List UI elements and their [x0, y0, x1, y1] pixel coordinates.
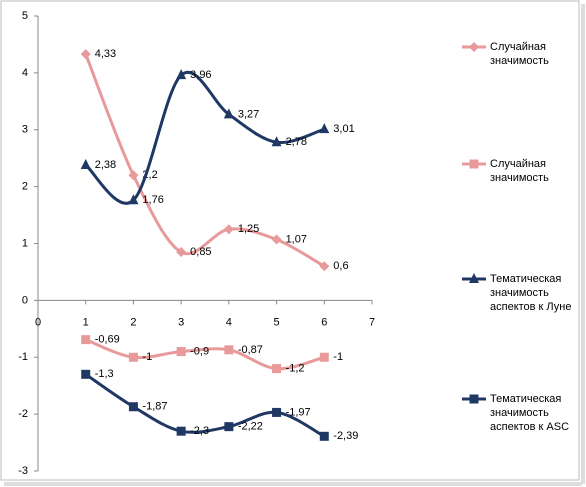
legend-label: Случайная значимость [490, 158, 549, 184]
legend-entry: Тематическая значимость аспектов к ASC [460, 392, 580, 434]
data-label: 3,01 [333, 123, 354, 135]
data-label: 4,33 [95, 48, 116, 60]
point [223, 108, 234, 119]
y-tick-label: -1 [18, 351, 28, 363]
point [128, 352, 138, 362]
data-label: 3,27 [238, 108, 259, 120]
point [319, 261, 330, 272]
legend-marker [469, 273, 479, 283]
data-label: 0,85 [190, 246, 211, 258]
data-label: -2,39 [333, 430, 358, 442]
point [128, 170, 139, 181]
point [176, 426, 186, 436]
data-label: -2,22 [238, 421, 263, 433]
x-tick-label: 4 [226, 316, 232, 328]
point [224, 422, 234, 432]
x-tick-label: 1 [83, 316, 89, 328]
point [319, 431, 329, 441]
point [272, 364, 282, 374]
data-label: -1,97 [286, 406, 311, 418]
y-tick-label: 2 [22, 181, 28, 193]
x-tick-label: 5 [274, 316, 280, 328]
y-tick-label: 0 [22, 294, 28, 306]
legend-entry: Случайная значимость [460, 157, 580, 185]
point [81, 335, 91, 345]
data-label: 2,78 [286, 136, 307, 148]
data-label: -1 [142, 351, 152, 363]
shadow [581, 4, 585, 484]
y-tick-label: 4 [22, 67, 28, 79]
x-tick-label: 0 [35, 316, 41, 328]
legend-label: Тематическая значимость аспектов к ASC [490, 393, 570, 433]
x-tick-label: 3 [178, 316, 184, 328]
y-tick-label: 3 [22, 124, 28, 136]
legend-marker [469, 42, 479, 52]
y-tick-label: -2 [18, 408, 28, 420]
point [128, 402, 138, 412]
x-tick-label: 6 [321, 316, 327, 328]
y-tick-label: 5 [22, 10, 28, 22]
data-label: 1,07 [286, 233, 307, 245]
x-tick-label: 2 [130, 316, 136, 328]
point [271, 136, 282, 147]
point [176, 69, 187, 80]
point [80, 159, 91, 170]
data-label: -0,87 [238, 344, 263, 356]
data-label: 3,96 [190, 69, 211, 81]
legend-entry: Случайная значимость [460, 40, 580, 68]
legend-label: Тематическая значимость аспектов к Луне [490, 273, 572, 313]
point [319, 352, 329, 362]
data-label: -0,69 [95, 334, 120, 346]
point [223, 224, 234, 235]
legend-label: Случайная значимость [490, 41, 549, 67]
legend-marker [469, 394, 479, 404]
data-label: -1,2 [286, 363, 305, 375]
data-label: 1,76 [142, 194, 163, 206]
legend-entry: Тематическая значимость аспектов к Луне [460, 272, 580, 314]
point [319, 123, 330, 134]
point [128, 194, 139, 205]
legend-marker [469, 159, 479, 169]
point [176, 247, 187, 258]
data-label: -2,3 [190, 425, 209, 437]
data-label: -1,87 [142, 401, 167, 413]
y-tick-label: 1 [22, 237, 28, 249]
point [271, 234, 282, 245]
y-tick-label: -3 [18, 465, 28, 477]
data-label: 0,6 [333, 260, 348, 272]
data-label: -1,3 [95, 368, 114, 380]
x-tick-label: 7 [369, 316, 375, 328]
point [224, 345, 234, 355]
shadow [4, 482, 582, 486]
point [81, 369, 91, 379]
data-label: 2,38 [95, 159, 116, 171]
data-label: 1,25 [238, 223, 259, 235]
data-label: -1 [333, 351, 343, 363]
point [272, 407, 282, 417]
data-label: -0,9 [190, 345, 209, 357]
point [80, 49, 91, 60]
point [176, 347, 186, 357]
